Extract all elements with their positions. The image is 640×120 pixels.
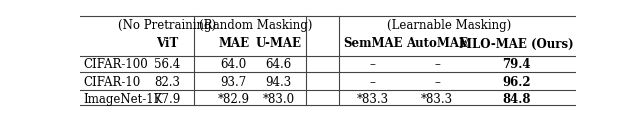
Text: MLO-MAE (Ours): MLO-MAE (Ours) bbox=[459, 37, 574, 51]
Text: –: – bbox=[434, 58, 440, 71]
Text: CIFAR-10: CIFAR-10 bbox=[83, 76, 141, 89]
Text: –: – bbox=[434, 76, 440, 89]
Text: *83.3: *83.3 bbox=[421, 93, 453, 106]
Text: 64.6: 64.6 bbox=[265, 58, 292, 71]
Text: 94.3: 94.3 bbox=[265, 76, 292, 89]
Text: –: – bbox=[370, 58, 376, 71]
Text: 64.0: 64.0 bbox=[221, 58, 247, 71]
Text: 79.4: 79.4 bbox=[502, 58, 531, 71]
Text: 93.7: 93.7 bbox=[221, 76, 247, 89]
Text: *83.0: *83.0 bbox=[262, 93, 294, 106]
Text: U-MAE: U-MAE bbox=[255, 37, 301, 51]
Text: AutoMAE: AutoMAE bbox=[406, 37, 468, 51]
Text: (Random Masking): (Random Masking) bbox=[200, 19, 313, 32]
Text: ViT: ViT bbox=[156, 37, 178, 51]
Text: 82.3: 82.3 bbox=[154, 76, 180, 89]
Text: *82.9: *82.9 bbox=[218, 93, 250, 106]
Text: CIFAR-100: CIFAR-100 bbox=[83, 58, 148, 71]
Text: 84.8: 84.8 bbox=[502, 93, 531, 106]
Text: 56.4: 56.4 bbox=[154, 58, 180, 71]
Text: SemMAE: SemMAE bbox=[343, 37, 403, 51]
Text: MAE: MAE bbox=[218, 37, 250, 51]
Text: (No Pretraining): (No Pretraining) bbox=[118, 19, 216, 32]
Text: *83.3: *83.3 bbox=[356, 93, 388, 106]
Text: ImageNet-1K: ImageNet-1K bbox=[83, 93, 163, 106]
Text: 96.2: 96.2 bbox=[502, 76, 531, 89]
Text: –: – bbox=[370, 76, 376, 89]
Text: (Learnable Masking): (Learnable Masking) bbox=[387, 19, 511, 32]
Text: 77.9: 77.9 bbox=[154, 93, 180, 106]
